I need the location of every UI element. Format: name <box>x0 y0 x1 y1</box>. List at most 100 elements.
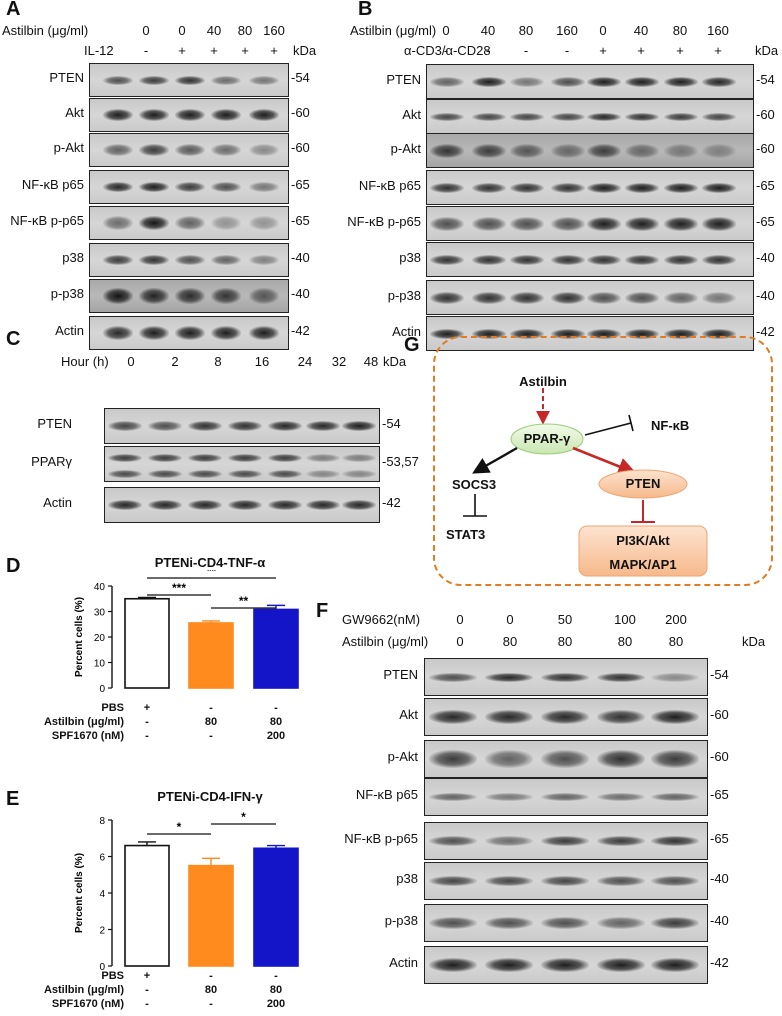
lane-value: 50 <box>557 612 573 627</box>
protein-band <box>342 470 376 478</box>
protein-band <box>541 958 589 972</box>
protein-band <box>485 958 533 972</box>
protein-band <box>510 328 544 339</box>
y-tick-label: 2 <box>99 926 105 937</box>
condition-value: - <box>274 970 278 982</box>
protein-band <box>551 112 585 121</box>
protein-band <box>103 109 133 121</box>
protein-band <box>510 112 544 121</box>
protein-band <box>429 710 477 724</box>
blot-label: Akt <box>399 707 418 722</box>
protein-band <box>587 143 621 158</box>
lane-value: + <box>599 43 607 58</box>
blot-label: PTEN <box>49 70 84 85</box>
condition-value: - <box>145 998 149 1010</box>
lane-value: 0 <box>442 23 450 38</box>
molecular-weight: -54 <box>291 70 310 85</box>
protein-band <box>587 328 621 339</box>
protein-band <box>139 75 169 85</box>
protein-band <box>587 291 621 304</box>
blot-label: NF-κB p65 <box>355 787 418 802</box>
condition-value: + <box>143 970 151 982</box>
treatment-label-astilbin: Astilbin (μg/ml) <box>350 23 437 38</box>
blot-label: PTEN <box>383 667 418 682</box>
lane-value: 160 <box>263 23 285 38</box>
mapk-node-label: MAPK/AP1 <box>609 557 677 572</box>
protein-band <box>587 76 621 87</box>
blot-label: p-Akt <box>387 749 418 764</box>
condition-value: - <box>209 998 213 1010</box>
protein-band <box>249 75 279 85</box>
protein-band <box>472 291 506 304</box>
protein-band <box>148 421 182 431</box>
protein-band <box>597 917 645 929</box>
ppar-node <box>510 423 584 455</box>
condition-label: SPF1670 (nM) <box>51 730 124 742</box>
condition-value: - <box>209 702 213 714</box>
protein-band <box>510 216 544 231</box>
pathway-diagram-frame <box>433 336 773 586</box>
lane-value: 80 <box>502 634 518 649</box>
molecular-weight: -54 <box>756 71 775 87</box>
protein-band <box>472 182 506 193</box>
protein-band <box>306 421 340 431</box>
panel-label-f: F <box>316 600 329 622</box>
kda-header: kDa <box>383 354 407 369</box>
lane-value: 80 <box>672 23 688 38</box>
treatment-label-cd3: α-CD3/α-CD28 <box>404 43 491 58</box>
protein-band <box>651 876 699 886</box>
pten-node <box>598 469 688 499</box>
lane-value: 160 <box>707 23 729 38</box>
protein-band <box>597 793 645 801</box>
blot-membrane <box>89 98 289 132</box>
protein-band <box>249 255 279 265</box>
blot-label: p-Akt <box>53 140 84 155</box>
panel-label-g: G <box>404 334 420 356</box>
condition-value: 200 <box>266 998 286 1010</box>
protein-band <box>625 328 659 339</box>
protein-band <box>228 454 262 462</box>
y-tick-label: 40 <box>94 582 106 593</box>
hour-value: 0 <box>127 354 135 369</box>
blot-label: NF-κB p65 <box>358 177 421 193</box>
molecular-weight: -65 <box>756 177 775 193</box>
blot-membrane <box>89 316 289 350</box>
blot-membrane <box>424 822 708 860</box>
socs3-arrow <box>472 446 518 474</box>
hour-value: 16 <box>254 354 270 369</box>
blot-membrane <box>89 63 289 97</box>
blot-label: Actin <box>392 323 421 339</box>
molecular-weight: -65 <box>291 177 310 192</box>
lane-value: + <box>714 43 722 58</box>
protein-band <box>175 216 205 230</box>
molecular-weight: -42 <box>756 323 775 339</box>
protein-band <box>268 454 302 462</box>
lane-value: 40 <box>480 23 496 38</box>
molecular-weight: -42 <box>291 323 310 338</box>
blot-membrane <box>426 170 754 205</box>
protein-band <box>664 254 698 265</box>
nfkb-inhibition <box>584 422 632 436</box>
bar <box>253 608 299 689</box>
blot-membrane <box>89 170 289 204</box>
blot-membrane <box>426 242 754 277</box>
blot-label: NF-κB p65 <box>21 177 84 192</box>
lane-value: 40 <box>633 23 649 38</box>
protein-band <box>472 143 506 158</box>
protein-band <box>651 958 699 972</box>
protein-band <box>664 216 698 231</box>
lane-value: + <box>210 43 218 58</box>
lane-value: - <box>564 43 570 58</box>
protein-band <box>175 182 205 192</box>
protein-band <box>249 288 279 304</box>
molecular-weight: -40 <box>756 287 775 303</box>
protein-band <box>541 876 589 886</box>
protein-band <box>430 216 464 231</box>
protein-band <box>664 143 698 158</box>
protein-band <box>702 143 736 158</box>
lane-value: 200 <box>665 612 687 627</box>
protein-band <box>268 470 302 478</box>
protein-band <box>702 216 736 231</box>
lane-value: 80 <box>518 23 534 38</box>
